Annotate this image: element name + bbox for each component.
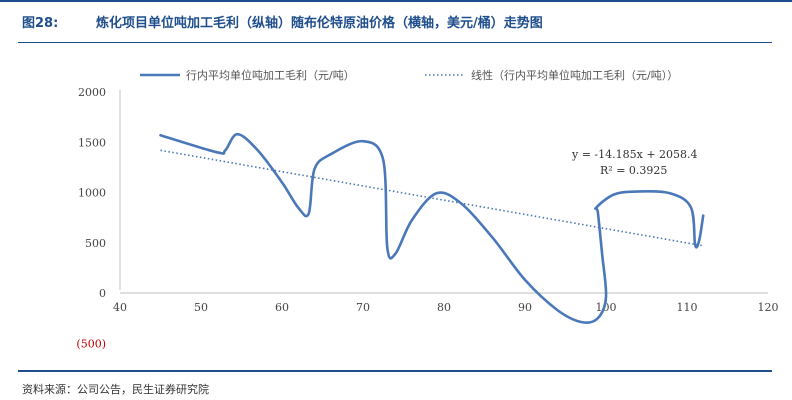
figure-number: 图28: [22, 16, 59, 31]
x-tick-label: 40 [113, 301, 127, 314]
legend-label-series: 行内平均单位吨加工毛利（元/吨） [186, 68, 355, 82]
x-ticks: 40 50 60 70 80 90 100 110 120 [113, 301, 779, 314]
source-note: 资料来源：公司公告，民生证券研究院 [22, 383, 209, 396]
y-tick-label: (500) [76, 337, 106, 350]
x-tick-label: 80 [437, 301, 451, 314]
x-tick-label: 90 [518, 301, 532, 314]
figure-header: 图28: 炼化项目单位吨加工毛利（纵轴）随布伦特原油价格（横轴，美元/桶）走势图 [22, 12, 543, 31]
legend-label-trend: 线性（行内平均单位吨加工毛利（元/吨）） [471, 68, 678, 82]
y-ticks: 2000 1500 1000 500 0 (500) [76, 86, 106, 350]
x-tick-label: 50 [194, 301, 208, 314]
x-tick-label: 70 [356, 301, 370, 314]
x-tick-label: 120 [758, 301, 779, 314]
legend: 行内平均单位吨加工毛利（元/吨） 线性（行内平均单位吨加工毛利（元/吨）） [140, 68, 678, 82]
header-rule [18, 42, 772, 43]
x-tick-label: 100 [596, 301, 617, 314]
r-squared: R² = 0.3925 [600, 164, 667, 177]
bottom-rule [18, 370, 772, 372]
trend-equation: y = -14.185x + 2058.4 [571, 148, 698, 161]
chart: 行内平均单位吨加工毛利（元/吨） 线性（行内平均单位吨加工毛利（元/吨）） 20… [76, 68, 779, 350]
y-tick-label: 0 [99, 287, 106, 300]
x-tick-label: 60 [275, 301, 289, 314]
y-tick-label: 1500 [78, 136, 106, 149]
y-tick-label: 500 [85, 237, 106, 250]
top-rule [0, 0, 792, 2]
figure-title: 炼化项目单位吨加工毛利（纵轴）随布伦特原油价格（横轴，美元/桶）走势图 [96, 16, 543, 31]
series-line [159, 132, 705, 324]
x-tick-label: 110 [677, 301, 698, 314]
y-tick-label: 1000 [78, 187, 106, 200]
y-tick-label: 2000 [78, 86, 106, 99]
